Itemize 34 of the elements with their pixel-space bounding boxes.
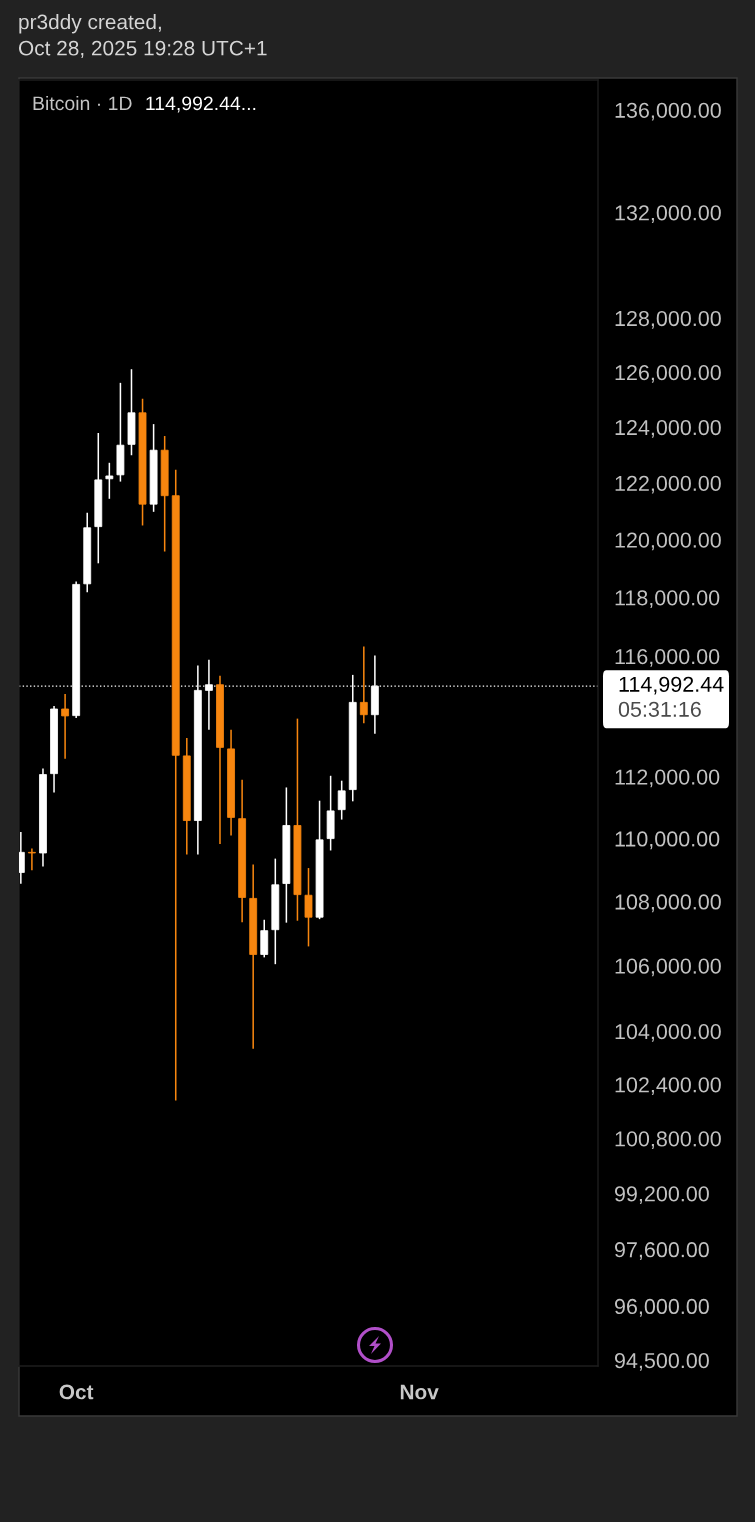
y-tick-label: 104,000.00 xyxy=(615,1023,721,1042)
y-tick-label: 112,000.00 xyxy=(615,769,720,788)
y-tick-label: 120,000.00 xyxy=(615,532,721,551)
y-tick-label: 118,000.00 xyxy=(615,590,720,609)
y-tick-label: 94,500.00 xyxy=(614,1352,709,1371)
x-tick-label: Nov xyxy=(400,1384,439,1400)
y-tick-label: 124,000.00 xyxy=(615,419,721,438)
y-tick-label: 100,800.00 xyxy=(615,1131,721,1150)
y-tick-label: 110,000.00 xyxy=(615,831,720,850)
y-tick-label: 106,000.00 xyxy=(615,958,721,977)
y-tick-label: 99,200.00 xyxy=(614,1186,709,1205)
candlestick xyxy=(304,867,313,948)
ref-line-label: 114,992.44 xyxy=(619,676,724,695)
text: pr3ddy created, Oct 28, 2025 19:28 UTC+1 xyxy=(18,14,267,58)
x-tick-label: Oct xyxy=(59,1384,94,1400)
text: 05:31:16 xyxy=(618,701,701,717)
y-tick-label: 116,000.00 xyxy=(615,648,720,667)
y-tick-label: 132,000.00 xyxy=(615,205,721,223)
y-tick-label: 97,600.00 xyxy=(614,1242,709,1260)
candlestick xyxy=(337,779,346,821)
y-tick-label: 102,400.00 xyxy=(615,1077,721,1096)
text: Bitcoin · 1D xyxy=(33,95,132,111)
candlestick xyxy=(61,693,69,760)
candlestick xyxy=(359,645,368,724)
y-tick-label: 136,000.00 xyxy=(615,102,721,121)
y-tick-label: 128,000.00 xyxy=(615,310,721,329)
y-tick-label: 96,000.00 xyxy=(614,1298,709,1317)
candlestick xyxy=(260,919,269,959)
candlestick xyxy=(28,847,36,872)
y-tick-label: 126,000.00 xyxy=(615,364,721,383)
y-tick-label: 108,000.00 xyxy=(615,894,721,913)
annotation: 114,992.44... xyxy=(146,96,256,113)
y-tick-label: 122,000.00 xyxy=(615,475,721,494)
candlestick xyxy=(105,462,114,500)
